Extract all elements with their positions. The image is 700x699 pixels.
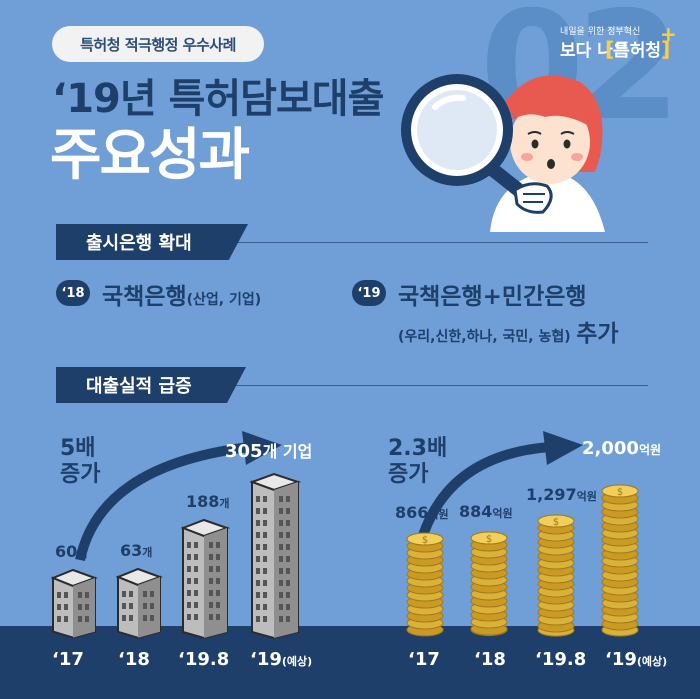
- section2-divider: [56, 385, 648, 386]
- item2-main: 국책은행+민간은행: [398, 284, 587, 310]
- coin-value-number: 884: [459, 502, 493, 522]
- coin-stack-3: $: [601, 484, 639, 637]
- left-x-label-2: ‘19.8: [178, 649, 229, 670]
- coin-value-unit: 억원: [428, 508, 449, 522]
- coin-stack-0: $: [406, 532, 444, 637]
- coin-value-unit: 억원: [638, 443, 662, 457]
- section1-item2-detail-row: (우리,신한,하나, 국민, 농협) 추가: [398, 314, 619, 348]
- right-x-label-0: ‘17: [408, 649, 440, 670]
- section2-label: 대출실적 급증: [56, 367, 246, 403]
- coin-value-number: 866: [395, 503, 429, 523]
- svg-text:$: $: [422, 535, 428, 546]
- item2-suffix: 추가: [576, 321, 619, 347]
- right-x-label-3: ‘19(예상): [605, 649, 667, 670]
- year-badge-18: ‘18: [56, 280, 90, 306]
- magnifier-girl-illustration: [401, 74, 605, 232]
- left-x-label-3: ‘19(예상): [250, 649, 312, 670]
- left-x-label-1: ‘18: [118, 649, 150, 670]
- x-label-text: ‘19: [250, 649, 282, 670]
- logo-brand: [특허청]: [605, 37, 671, 61]
- coin-value-1: 884억원: [459, 502, 513, 521]
- svg-text:$: $: [553, 517, 559, 528]
- coin-value-0: 866억원: [395, 503, 449, 522]
- left-x-label-0: ‘17: [52, 649, 84, 670]
- building-bar-1: [116, 568, 163, 640]
- section1-divider: [56, 242, 648, 243]
- right-multiplier-text: 증가: [388, 462, 429, 487]
- item2-detail: (우리,신한,하나, 국민, 농협): [398, 329, 571, 345]
- coin-value-number: 2,000: [582, 438, 639, 459]
- section1-label: 출시은행 확대: [56, 224, 248, 260]
- left-multiplier: 5배 증가: [60, 436, 100, 488]
- building-value-unit: 개: [77, 547, 88, 561]
- building-bar-3: [250, 472, 302, 640]
- x-label-text: ‘19.8: [178, 649, 230, 670]
- x-label-text: ‘19: [605, 649, 637, 670]
- right-multiplier-value: 2.3배: [388, 436, 448, 461]
- building-value-number: 63: [120, 541, 143, 561]
- building-bar-0: [51, 569, 98, 640]
- x-label-note: (예상): [281, 655, 313, 668]
- building-value-2: 188개: [186, 492, 230, 511]
- logo-slogan: 보다 나은: [560, 41, 629, 61]
- building-value-number: 60: [55, 542, 78, 562]
- coin-value-number: 1,297: [526, 484, 577, 504]
- building-value-number: 305: [225, 441, 263, 462]
- building-value-1: 63개: [120, 541, 152, 560]
- x-label-note: (예상): [636, 655, 668, 668]
- x-label-text: ‘17: [52, 649, 84, 670]
- coin-stack-1: $: [470, 531, 508, 637]
- x-label-text: ‘18: [118, 649, 150, 670]
- category-badge: 특허청 적극행정 우수사례: [52, 26, 264, 62]
- building-value-number: 188: [186, 492, 220, 512]
- right-x-label-1: ‘18: [474, 649, 506, 670]
- left-multiplier-value: 5배: [60, 436, 96, 461]
- coin-value-unit: 억원: [576, 489, 597, 503]
- right-x-label-2: ‘19.8: [535, 649, 586, 670]
- page-title: 주요성과: [50, 123, 250, 188]
- section1-item1: 국책은행(산업, 기업): [102, 277, 261, 311]
- growth-arrow-left-icon: [75, 431, 282, 562]
- page-subtitle: ‘19년 특허담보대출: [52, 76, 384, 122]
- coin-value-2: 1,297억원: [526, 485, 597, 504]
- building-value-unit: 개: [142, 546, 153, 560]
- logo-tagline: 내일을 위한 정부혁신: [560, 27, 641, 37]
- growth-arrow-right-icon: [415, 431, 583, 547]
- item1-detail: (산업, 기업): [186, 292, 262, 308]
- logo-plus-icon: +: [660, 22, 677, 46]
- svg-text:$: $: [486, 534, 492, 545]
- building-value-unit: 개: [219, 497, 230, 511]
- coin-value-unit: 억원: [492, 507, 513, 521]
- year-badge-19: ‘19: [352, 280, 386, 306]
- building-value-unit: 개 기업: [262, 442, 313, 461]
- logo-brand-text: 특허청: [614, 41, 662, 61]
- coin-value-3: 2,000억원: [582, 438, 661, 459]
- x-label-text: ‘17: [408, 649, 440, 670]
- ground-band: [0, 626, 700, 699]
- building-value-0: 60개: [55, 542, 87, 561]
- building-value-3: 305개 기업: [225, 438, 312, 462]
- left-multiplier-text: 증가: [60, 462, 101, 487]
- building-bar-2: [181, 518, 231, 640]
- svg-text:$: $: [617, 487, 623, 498]
- right-multiplier: 2.3배 증가: [388, 436, 447, 488]
- x-label-text: ‘19.8: [535, 649, 587, 670]
- coin-stack-2: $: [537, 514, 575, 637]
- x-label-text: ‘18: [474, 649, 506, 670]
- item1-main: 국책은행: [102, 284, 187, 310]
